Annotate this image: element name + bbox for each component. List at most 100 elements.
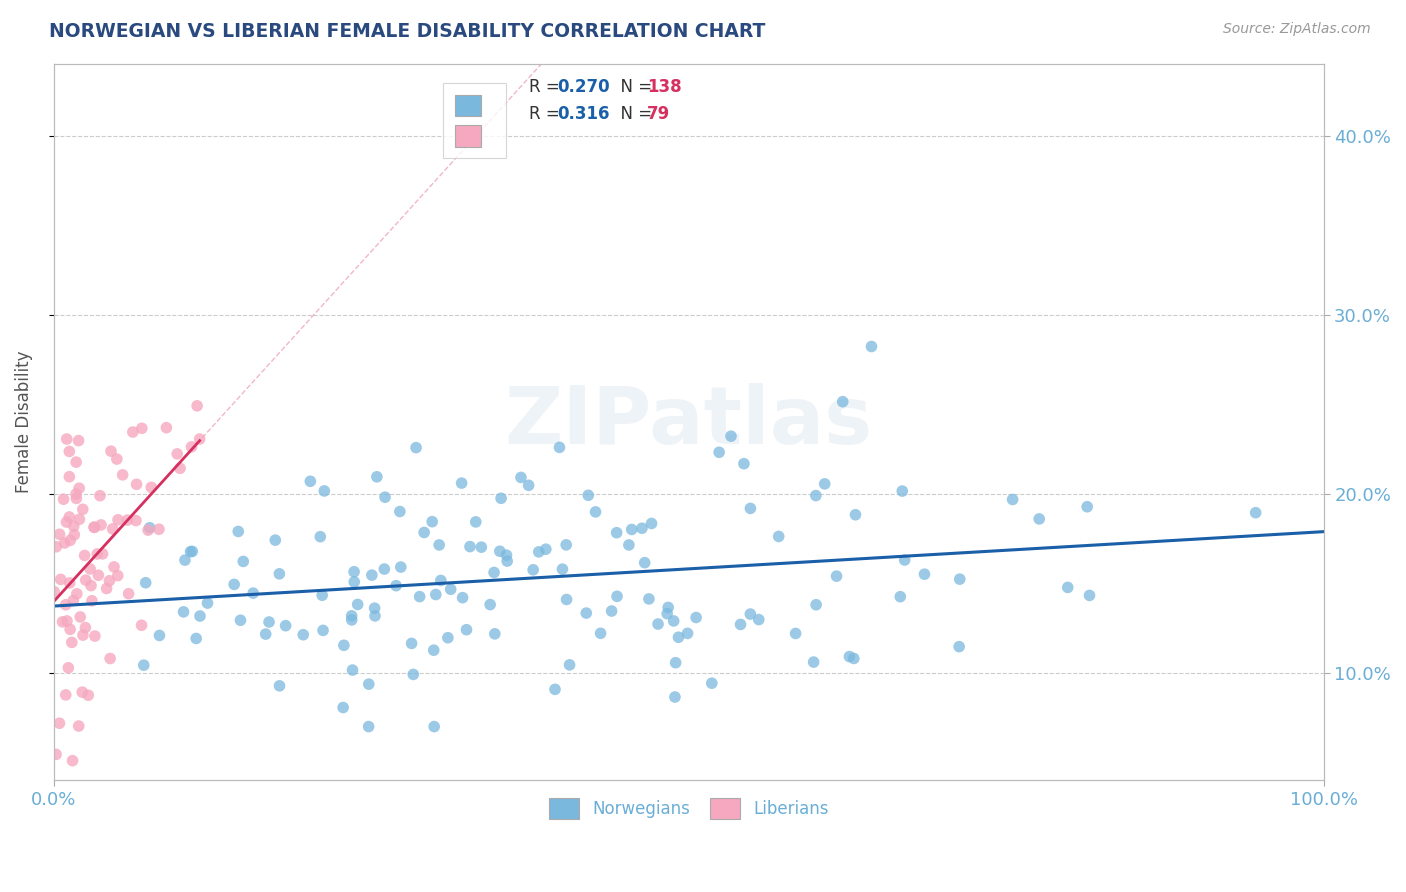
Point [58,444,80,458]
Text: 79: 79 [647,105,671,123]
Point [389,560,412,574]
Point [77,688,100,702]
Text: NORWEGIAN VS LIBERIAN FEMALE DISABILITY CORRELATION CHART: NORWEGIAN VS LIBERIAN FEMALE DISABILITY … [49,22,766,41]
Point [357,720,380,734]
Point [67,512,90,526]
Point [107,568,129,582]
Point [838,649,860,664]
Point [87,568,110,582]
Point [312,624,335,638]
Point [60,635,83,649]
Y-axis label: Female Disability: Female Disability [15,351,32,493]
Legend: Norwegians, Liberians: Norwegians, Liberians [543,791,835,826]
Point [458,540,481,554]
Point [136,523,159,537]
Point [730,617,752,632]
Point [98,651,121,665]
Point [269,566,291,581]
Point [343,565,366,579]
Point [803,655,825,669]
Point [606,590,628,604]
Point [402,667,425,681]
Point [80,578,103,592]
Point [53,536,76,550]
Point [831,394,853,409]
Point [186,399,208,413]
Point [600,604,623,618]
Point [374,490,396,504]
Point [606,525,628,540]
Point [86,547,108,561]
Point [101,522,124,536]
Point [180,440,202,454]
Point [657,600,679,615]
Point [226,524,249,539]
Point [585,505,607,519]
Point [948,640,970,654]
Point [131,421,153,435]
Point [346,598,368,612]
Point [388,504,411,518]
Point [75,573,97,587]
Point [1001,492,1024,507]
Point [464,515,486,529]
Point [575,606,598,620]
Point [55,515,77,529]
Point [949,572,972,586]
Point [1078,589,1101,603]
Point [174,553,197,567]
Point [169,461,191,475]
Point [479,598,502,612]
Point [482,566,505,580]
Point [274,618,297,632]
Point [59,575,82,590]
Point [148,628,170,642]
Point [804,489,827,503]
Point [470,540,492,554]
Point [489,491,512,506]
Point [72,685,94,699]
Point [83,520,105,534]
Point [425,588,447,602]
Point [860,339,883,353]
Point [700,676,723,690]
Point [125,477,148,491]
Point [437,631,460,645]
Point [125,514,148,528]
Point [65,491,87,506]
Point [91,547,114,561]
Point [51,615,73,629]
Point [617,538,640,552]
Point [340,608,363,623]
Point [647,617,669,632]
Point [62,519,84,533]
Point [740,501,762,516]
Point [893,553,915,567]
Text: 0.270: 0.270 [557,78,609,96]
Point [79,562,101,576]
Point [67,481,90,495]
Point [373,562,395,576]
Point [107,513,129,527]
Text: 0.316: 0.316 [557,105,609,123]
Point [740,607,762,621]
Point [148,522,170,536]
Point [180,544,202,558]
Point [343,574,366,589]
Point [413,525,436,540]
Point [44,584,66,599]
Point [517,478,540,492]
Point [423,720,446,734]
Point [58,510,80,524]
Point [269,679,291,693]
Point [117,513,139,527]
Point [366,470,388,484]
Point [842,651,865,665]
Point [90,517,112,532]
Point [634,556,657,570]
Point [73,549,96,563]
Point [84,629,107,643]
Point [733,457,755,471]
Point [48,527,70,541]
Point [620,523,643,537]
